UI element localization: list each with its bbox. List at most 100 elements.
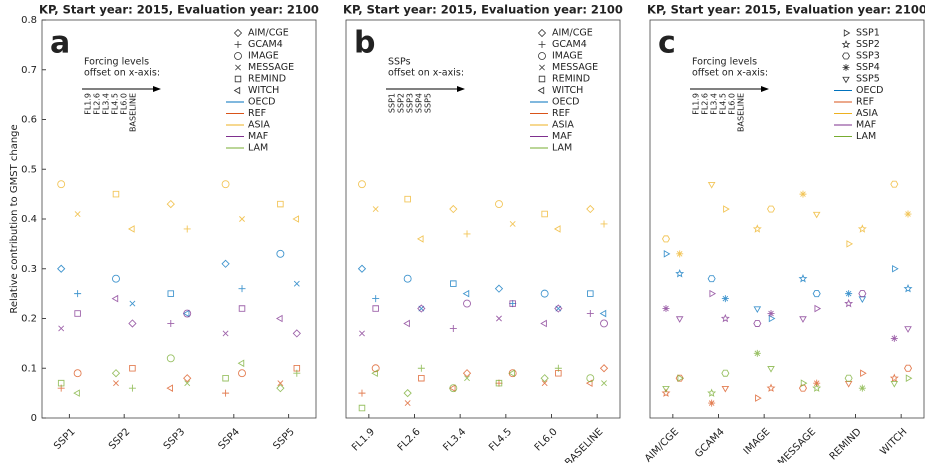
- legend-label: MAF: [856, 120, 876, 131]
- data-point: [111, 369, 121, 378]
- data-point: [858, 290, 867, 298]
- data-point: [57, 379, 65, 387]
- data-point: [675, 269, 685, 278]
- data-point: [600, 220, 608, 228]
- data-point: [903, 364, 913, 372]
- data-point: [600, 319, 608, 328]
- data-point: [128, 319, 137, 328]
- x-tick-label: BASELINE: [563, 426, 605, 463]
- data-point: [74, 310, 81, 317]
- y-tick-label: 0.6: [21, 115, 37, 126]
- data-point: [799, 316, 807, 323]
- y-tick-label: 0: [31, 413, 37, 424]
- legend-label: MESSAGE: [248, 62, 294, 73]
- data-point: [586, 204, 595, 214]
- data-point: [358, 180, 366, 189]
- data-point: [183, 309, 192, 318]
- legend-marker: [538, 41, 546, 48]
- legend-label: SSP5: [856, 74, 880, 85]
- data-point: [587, 290, 594, 297]
- y-tick-label: 0.8: [21, 15, 37, 26]
- data-point: [371, 369, 378, 378]
- data-point: [720, 313, 730, 323]
- data-point: [167, 290, 175, 297]
- legend-marker: [537, 28, 547, 38]
- legend-marker: [842, 52, 850, 60]
- data-point: [890, 380, 899, 388]
- data-point: [403, 388, 412, 398]
- data-point: [858, 296, 867, 304]
- data-point: [128, 384, 136, 392]
- data-point: [508, 369, 517, 378]
- data-point: [129, 365, 136, 372]
- data-point: [599, 309, 607, 318]
- legend-marker: [841, 39, 851, 49]
- panel: KP, Start year: 2015, Evaluation year: 2…: [643, 3, 925, 463]
- offset-label: FL4.5: [719, 93, 728, 115]
- data-point: [449, 324, 457, 332]
- data-point: [449, 204, 458, 214]
- data-point: [403, 319, 410, 328]
- data-point: [844, 374, 853, 382]
- data-point: [183, 374, 192, 383]
- data-point: [57, 264, 66, 273]
- data-point: [449, 384, 458, 393]
- legend-label: MAF: [552, 131, 572, 142]
- data-point: [676, 250, 684, 258]
- data-point: [675, 316, 684, 323]
- legend-label: SSP3: [856, 51, 880, 62]
- data-point: [462, 369, 472, 378]
- x-tick-label: FL2.6: [396, 426, 423, 453]
- legend-marker: [235, 64, 241, 71]
- panel: KP, Start year: 2015, Evaluation year: 2…: [343, 3, 623, 463]
- data-point: [275, 314, 283, 323]
- x-tick-label: AIM/CGE: [643, 426, 681, 463]
- x-tick-label: SSP5: [271, 426, 297, 452]
- legend-label: SSP2: [856, 39, 880, 50]
- data-point: [844, 298, 854, 308]
- data-point: [890, 334, 898, 342]
- data-point: [73, 389, 80, 397]
- data-point: [222, 330, 229, 337]
- data-point: [798, 384, 808, 392]
- legend-label: ASIA: [248, 120, 270, 131]
- data-point: [509, 221, 516, 227]
- data-point: [904, 326, 912, 333]
- annotation: offset on x-axis:: [84, 68, 160, 79]
- offset-label: FL2.6: [701, 93, 710, 115]
- data-point: [586, 310, 594, 318]
- legend-label: OECD: [248, 97, 275, 108]
- data-point: [858, 384, 866, 392]
- y-tick-label: 0.7: [21, 65, 37, 76]
- data-point: [293, 280, 300, 287]
- data-point: [238, 369, 246, 378]
- data-point: [663, 250, 671, 258]
- data-point: [509, 300, 517, 308]
- x-tick-label: REMIND: [828, 426, 864, 462]
- panel-letter: b: [354, 26, 375, 61]
- annotation: offset on x-axis:: [388, 68, 464, 79]
- legend-label: AIM/CGE: [248, 28, 289, 39]
- data-point: [892, 264, 899, 273]
- legend-label: REMIND: [552, 74, 590, 85]
- annotation: Forcing levels: [84, 57, 149, 68]
- data-point: [540, 289, 549, 298]
- data-point: [462, 289, 470, 298]
- y-tick-label: 0.5: [21, 164, 37, 175]
- data-point: [448, 384, 456, 392]
- y-tick-label: 0.2: [21, 314, 37, 325]
- data-point: [221, 180, 230, 189]
- legend-label: MESSAGE: [552, 62, 598, 73]
- legend-label: LAM: [248, 143, 268, 154]
- panel-title: KP, Start year: 2015, Evaluation year: 2…: [647, 3, 925, 17]
- data-point: [166, 354, 175, 363]
- data-point: [221, 259, 230, 268]
- data-point: [707, 181, 716, 189]
- x-tick-label: FL6.0: [533, 426, 560, 453]
- x-tick-label: GCAM4: [693, 426, 727, 460]
- data-point: [495, 200, 503, 209]
- data-point: [540, 374, 549, 383]
- data-point: [358, 389, 366, 397]
- y-tick-label: 0.3: [21, 264, 37, 275]
